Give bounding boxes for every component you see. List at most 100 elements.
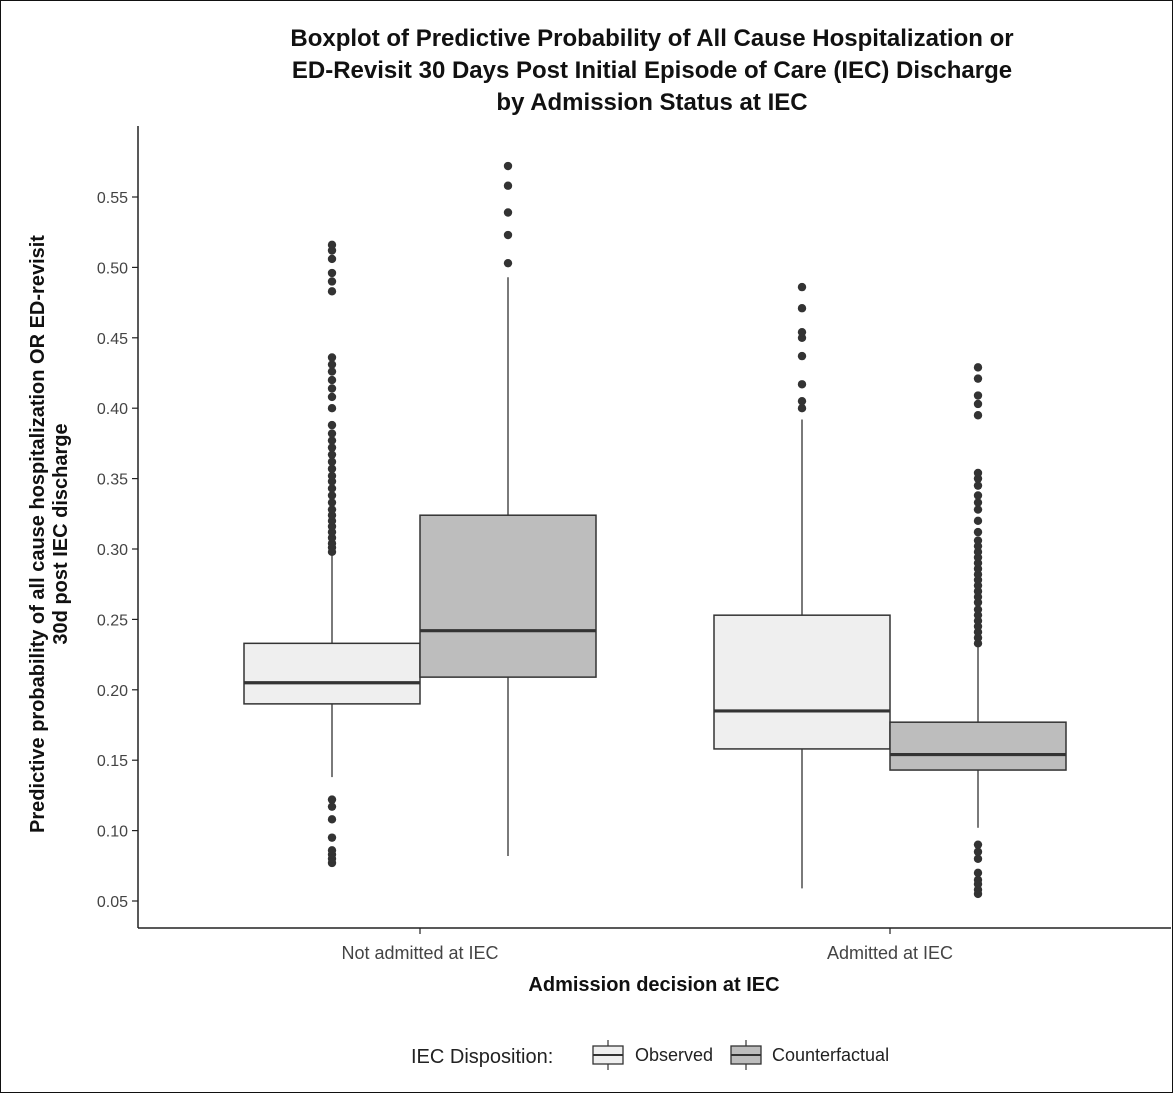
y-tick-label: 0.40: [97, 401, 128, 418]
outlier-point: [973, 363, 983, 372]
chart-title: Boxplot of Predictive Probability of All…: [290, 25, 1013, 116]
box-observed-not-admitted: [243, 240, 421, 868]
outlier-point: [797, 404, 807, 413]
legend: IEC Disposition: Observed Counterfactual: [411, 1040, 889, 1070]
outlier-point: [327, 268, 337, 278]
y-tick-label: 0.50: [97, 260, 128, 277]
outlier-point: [797, 351, 807, 361]
box-counterfactual-not-admitted: [419, 161, 597, 856]
box-iqr: [889, 721, 1067, 771]
y-tick-label: 0.05: [97, 894, 128, 911]
outlier-point: [327, 375, 337, 385]
outlier-point: [973, 847, 983, 856]
outlier-point: [973, 411, 983, 420]
outlier-point: [327, 795, 337, 804]
outlier-point: [973, 516, 983, 526]
outlier-point: [973, 468, 983, 478]
outlier-point: [973, 491, 983, 500]
legend-key-counterfactual: [730, 1040, 762, 1070]
outlier-point: [327, 420, 337, 430]
outlier-point: [327, 254, 337, 264]
outlier-point: [973, 854, 983, 863]
outlier-point: [327, 384, 337, 393]
outlier-point: [327, 505, 337, 514]
outlier-point: [797, 282, 807, 292]
legend-label: Observed: [635, 1045, 713, 1065]
outlier-point: [973, 840, 983, 849]
outlier-point: [327, 450, 337, 459]
outlier-point: [327, 498, 337, 507]
outlier-point: [327, 833, 337, 842]
outlier-point: [973, 868, 983, 878]
outlier-point: [973, 527, 983, 537]
y-axis-title: Predictive probability of all cause hosp…: [27, 235, 72, 833]
y-tick-label: 0.15: [97, 753, 128, 770]
outlier-point: [797, 304, 807, 313]
outlier-point: [973, 605, 983, 614]
outlier-point: [327, 240, 337, 250]
outlier-point: [327, 367, 337, 376]
outlier-point: [503, 181, 513, 190]
outlier-point: [503, 208, 513, 217]
outlier-point: [973, 536, 983, 545]
outlier-point: [327, 392, 337, 402]
outlier-point: [327, 491, 337, 500]
x-axis: Not admitted at IEC Admitted at IEC Admiss…: [341, 928, 953, 996]
outlier-point: [327, 404, 337, 413]
y-axis: 0.05 0.10 0.15 0.20 0.25 0.30 0.35 0.40 0.45 0.50…: [27, 190, 138, 911]
y-tick-label: 0.30: [97, 542, 128, 559]
outlier-point: [973, 399, 983, 409]
outlier-point: [327, 471, 337, 480]
y-tick-label: 0.45: [97, 331, 128, 348]
y-tick-label: 0.25: [97, 612, 128, 629]
legend-label: Counterfactual: [772, 1045, 889, 1065]
box-counterfactual-admitted: [889, 363, 1067, 899]
y-tick-label: 0.10: [97, 824, 128, 841]
boxes: [243, 161, 1067, 899]
y-axis-title-line: 30d post IEC discharge: [50, 423, 72, 644]
legend-title: IEC Disposition:: [411, 1046, 553, 1068]
outlier-point: [327, 360, 337, 369]
box-iqr: [243, 642, 421, 705]
outlier-point: [973, 505, 983, 514]
y-tick-label: 0.35: [97, 472, 128, 489]
outlier-point: [973, 875, 983, 885]
outlier-point: [797, 327, 807, 337]
outlier-point: [327, 287, 337, 296]
plot-area: [137, 126, 1171, 929]
outlier-point: [327, 457, 337, 466]
chart-title-line: by Admission Status at IEC: [496, 89, 807, 116]
outlier-point: [503, 230, 513, 240]
outlier-point: [503, 161, 513, 171]
outlier-point: [973, 481, 983, 490]
outlier-point: [973, 498, 983, 507]
outlier-point: [973, 391, 983, 400]
chart-title-line: ED-Revisit 30 Days Post Initial Episode …: [292, 57, 1012, 84]
outlier-point: [327, 464, 337, 473]
outlier-point: [327, 429, 337, 438]
outlier-point: [973, 374, 983, 383]
outlier-point: [327, 484, 337, 493]
outlier-point: [327, 277, 337, 286]
outlier-point: [797, 396, 807, 406]
outlier-point: [503, 258, 513, 268]
outlier-point: [797, 380, 807, 389]
box-observed-admitted: [713, 282, 891, 889]
y-tick-label: 0.55: [97, 190, 128, 207]
outlier-point: [327, 353, 337, 362]
x-tick-label: Admitted at IEC: [827, 943, 953, 963]
x-tick-label: Not admitted at IEC: [341, 943, 498, 963]
chart-title-line: Boxplot of Predictive Probability of All…: [290, 25, 1013, 52]
legend-key-observed: [592, 1040, 624, 1070]
outlier-point: [327, 802, 337, 811]
outlier-point: [327, 815, 337, 824]
box-iqr: [713, 614, 891, 750]
outlier-point: [327, 846, 337, 855]
box-iqr: [419, 514, 597, 678]
y-tick-label: 0.20: [97, 683, 128, 700]
outlier-point: [327, 443, 337, 452]
outlier-point: [327, 436, 337, 445]
y-axis-title-line: Predictive probability of all cause hosp…: [27, 235, 49, 833]
